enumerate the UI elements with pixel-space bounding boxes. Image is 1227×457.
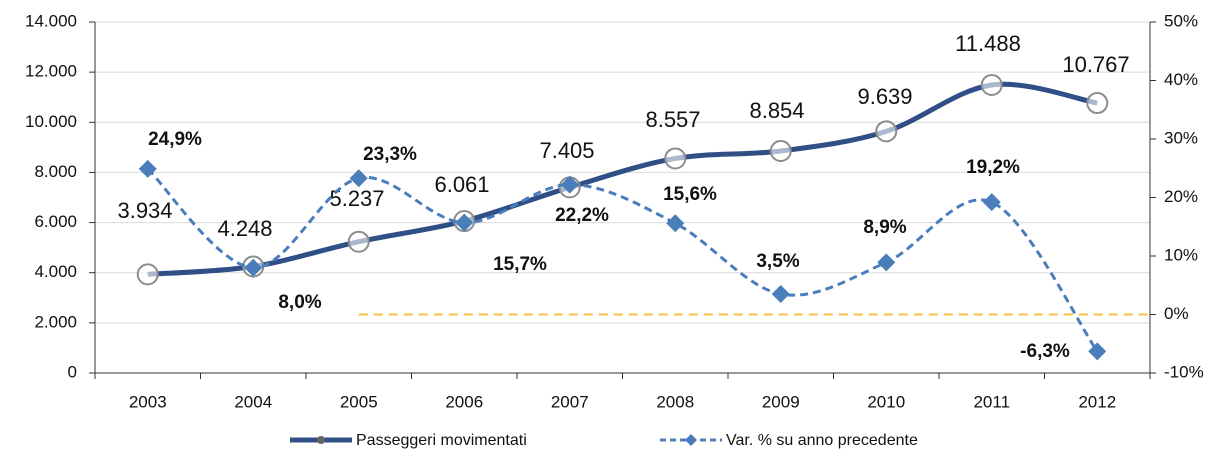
series-line — [146, 167, 1099, 353]
data-label: 19,2% — [966, 157, 1020, 178]
data-label: 8,9% — [863, 217, 906, 238]
x-tick-label: 2007 — [551, 392, 589, 411]
data-label: 23,3% — [363, 144, 417, 165]
point-marker — [1086, 92, 1109, 115]
x-tick-label: 2004 — [234, 392, 272, 411]
y2-tick-label: 20% — [1164, 187, 1198, 206]
legend-label: Var. % su anno precedente — [726, 432, 918, 449]
point-marker — [771, 285, 790, 304]
point-marker — [349, 169, 368, 188]
y-tick-label: 6.000 — [34, 212, 77, 231]
point-marker — [980, 73, 1003, 96]
x-tick-label: 2008 — [656, 392, 694, 411]
point-marker — [664, 147, 687, 170]
data-label: 8,0% — [278, 292, 321, 313]
y-tick-label: 0 — [68, 362, 77, 381]
y2-tick-label: 50% — [1164, 11, 1198, 30]
y2-tick-label: 30% — [1164, 128, 1198, 147]
y-tick-label: 4.000 — [34, 262, 77, 281]
y-tick-label: 12.000 — [25, 62, 77, 81]
x-tick-label: 2011 — [973, 392, 1010, 411]
data-label: 6.061 — [434, 172, 489, 197]
y-tick-label: 2.000 — [34, 312, 77, 331]
point-marker — [875, 120, 898, 143]
point-marker — [877, 253, 896, 272]
data-label: 15,7% — [493, 254, 547, 275]
point-marker — [347, 230, 370, 253]
y2-tick-label: -10% — [1164, 362, 1204, 381]
point-marker — [455, 213, 474, 232]
point-marker — [136, 263, 159, 286]
x-tick-label: 2010 — [867, 392, 905, 411]
point-marker — [138, 159, 157, 178]
data-label: -6,3% — [1020, 341, 1070, 362]
data-label: 11.488 — [955, 31, 1021, 56]
data-label: 9.639 — [857, 84, 912, 109]
data-label: 3.934 — [117, 198, 172, 223]
point-marker — [244, 258, 263, 277]
point-marker — [666, 214, 685, 233]
data-label: 10.767 — [1062, 52, 1129, 77]
legend-marker — [317, 436, 325, 444]
y2-tick-label: 10% — [1164, 245, 1198, 264]
data-label: 3,5% — [756, 251, 799, 272]
x-tick-label: 2005 — [340, 392, 378, 411]
data-label: 7.405 — [539, 138, 594, 163]
point-marker — [560, 175, 579, 194]
x-tick-label: 2012 — [1078, 392, 1116, 411]
x-tick-label: 2003 — [129, 392, 167, 411]
legend-marker — [685, 434, 697, 446]
x-tick-label: 2009 — [762, 392, 800, 411]
data-label: 15,6% — [663, 184, 717, 205]
y2-tick-label: 0% — [1164, 304, 1189, 323]
data-label: 22,2% — [555, 205, 609, 226]
data-label: 8.557 — [645, 107, 700, 132]
y-tick-label: 8.000 — [34, 162, 77, 181]
y-tick-label: 10.000 — [25, 112, 77, 131]
y-tick-label: 14.000 — [25, 11, 77, 30]
point-marker — [982, 193, 1001, 212]
x-tick-label: 2006 — [445, 392, 483, 411]
y2-tick-label: 40% — [1164, 70, 1198, 89]
point-marker — [1088, 342, 1107, 361]
point-marker — [769, 140, 792, 163]
data-label: 8.854 — [749, 98, 804, 123]
data-label: 24,9% — [148, 129, 202, 150]
data-label: 4.248 — [217, 216, 272, 241]
legend-label: Passeggeri movimentati — [356, 432, 527, 449]
series-line — [147, 81, 1098, 277]
